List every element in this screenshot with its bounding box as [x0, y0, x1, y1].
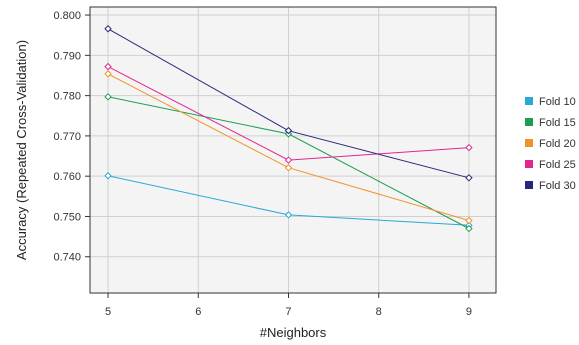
y-tick-label: 0.740 [53, 252, 81, 264]
grid [90, 7, 496, 293]
x-tick-label: 8 [376, 306, 382, 318]
data-point [104, 93, 112, 101]
legend-item-fold-10: Fold 10 [525, 96, 576, 108]
legend-swatch [525, 160, 533, 168]
x-tick-label: 5 [105, 306, 111, 318]
x-axis: 5 6 7 8 9 [105, 293, 472, 318]
y-tick-label: 0.770 [53, 131, 81, 143]
data-point [104, 62, 112, 71]
data-point [465, 143, 473, 152]
legend-swatch [525, 97, 533, 105]
y-tick-label: 0.750 [53, 211, 81, 223]
data-point [284, 156, 293, 164]
legend-label: Fold 15 [539, 117, 576, 129]
data-point [284, 126, 293, 135]
x-axis-label: #Neighbors [260, 325, 327, 340]
legend-swatch [525, 139, 533, 147]
x-tick-label: 6 [195, 306, 201, 318]
legend-label: Fold 10 [539, 96, 576, 108]
legend-label: Fold 25 [539, 159, 576, 171]
legend-item-fold-15: Fold 15 [525, 117, 576, 129]
legend-swatch [525, 181, 533, 189]
legend-item-fold-25: Fold 25 [525, 159, 576, 171]
series-fold-10 [104, 172, 473, 230]
legend-item-fold-30: Fold 30 [525, 180, 576, 192]
series-layer [104, 25, 473, 233]
legend-item-fold-20: Fold 20 [525, 138, 576, 150]
x-tick-label: 9 [466, 306, 472, 318]
legend-swatch [525, 118, 533, 126]
data-point [465, 174, 473, 182]
data-point [284, 211, 293, 219]
plot-frame [89, 6, 497, 294]
y-axis: 0.740 0.750 0.760 0.770 0.780 0.790 0.800 [53, 10, 90, 264]
data-point [104, 70, 112, 78]
y-axis-label: Accuracy (Repeated Cross-Validation) [14, 40, 29, 260]
legend-label: Fold 20 [539, 138, 576, 150]
y-tick-label: 0.760 [53, 171, 81, 183]
y-tick-label: 0.790 [53, 50, 81, 62]
data-point [104, 25, 112, 33]
series-fold-25 [104, 62, 473, 164]
data-point [284, 164, 293, 172]
series-fold-20 [104, 70, 473, 225]
y-tick-label: 0.800 [53, 10, 81, 22]
legend: Fold 10 Fold 15 Fold 20 Fold 25 Fold 30 [525, 96, 576, 192]
data-point [465, 224, 473, 233]
legend-label: Fold 30 [539, 180, 576, 192]
x-tick-label: 7 [285, 306, 291, 318]
y-tick-label: 0.780 [53, 91, 81, 103]
data-point [465, 216, 473, 225]
data-point [104, 172, 112, 180]
series-fold-30 [104, 25, 473, 182]
